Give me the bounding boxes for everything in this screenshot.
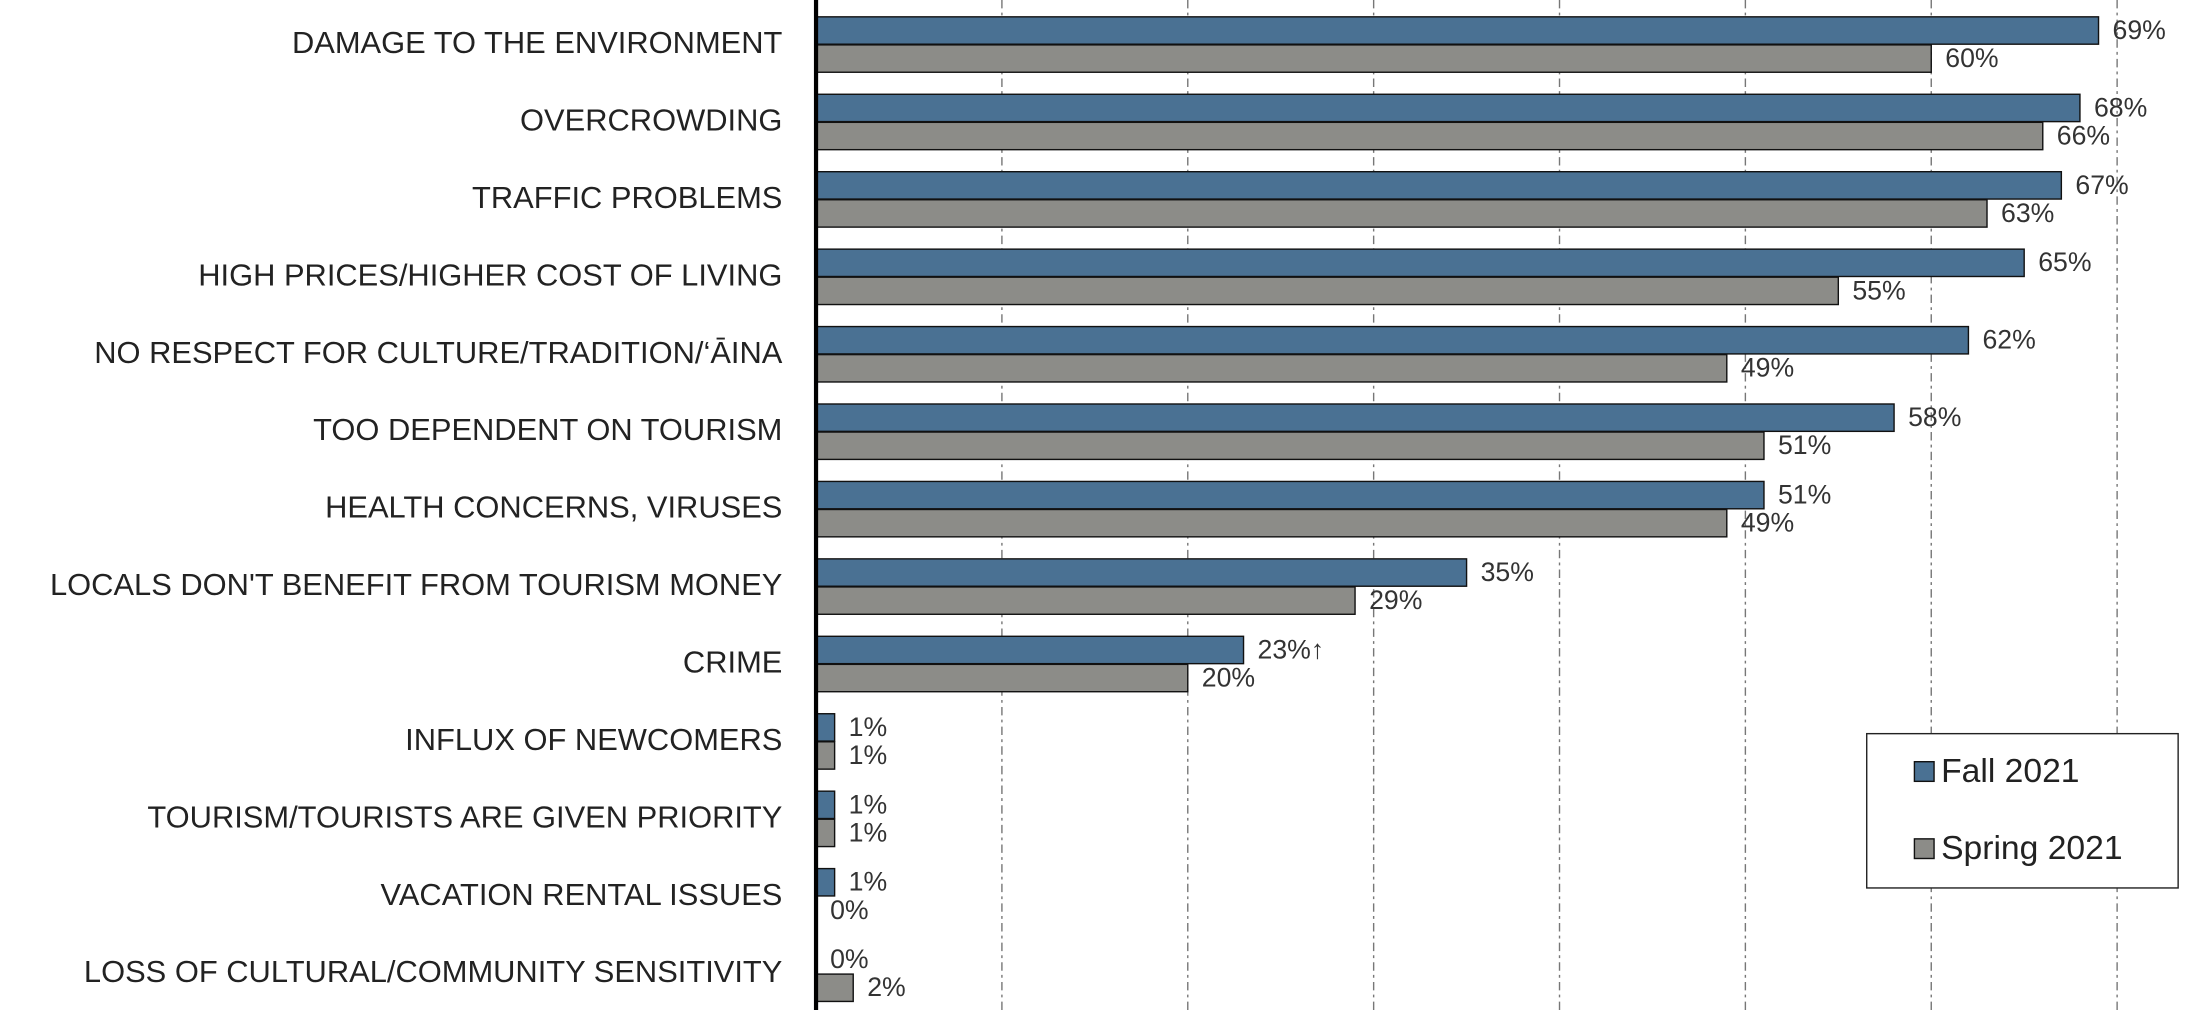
- category-label: INFLUX OF NEWCOMERS: [405, 722, 782, 757]
- data-label: 49%: [1741, 508, 1794, 538]
- bar: [815, 248, 2025, 278]
- data-label: 63%: [2001, 198, 2054, 228]
- legend-swatch: [1913, 761, 1935, 783]
- bar: [815, 121, 2044, 151]
- category-label: TOO DEPENDENT ON TOURISM: [313, 412, 782, 447]
- bar: [815, 170, 2063, 200]
- category-label: LOCALS DON'T BENEFIT FROM TOURISM MONEY: [50, 567, 782, 602]
- bar: [815, 44, 1932, 73]
- data-label: 0%: [830, 944, 869, 974]
- bar: [815, 508, 1728, 538]
- data-label: 69%: [2113, 15, 2166, 45]
- bar: [815, 16, 2100, 45]
- data-label: 65%: [2038, 247, 2091, 277]
- bar: [815, 353, 1728, 383]
- bar: [815, 276, 1840, 306]
- bar: [815, 635, 1245, 665]
- category-label: HIGH PRICES/HIGHER COST OF LIVING: [198, 257, 782, 292]
- category-label: TOURISM/TOURISTS ARE GIVEN PRIORITY: [147, 799, 782, 834]
- bar: [815, 480, 1765, 510]
- data-label: 58%: [1908, 402, 1961, 432]
- legend-swatch: [1913, 838, 1935, 860]
- data-label: 51%: [1778, 430, 1831, 460]
- data-label: 66%: [2057, 120, 2110, 150]
- category-label: DAMAGE TO THE ENVIRONMENT: [292, 25, 783, 60]
- data-label: 1%: [849, 867, 888, 897]
- data-label: 62%: [1982, 325, 2035, 355]
- data-label: 1%: [849, 817, 888, 847]
- data-label: 2%: [867, 972, 906, 1002]
- bar: [815, 431, 1765, 461]
- bar: [815, 818, 836, 848]
- legend-label: Fall 2021: [1941, 753, 2079, 790]
- bar: [815, 325, 1970, 355]
- data-label: 49%: [1741, 353, 1794, 383]
- legend-label: Spring 2021: [1941, 830, 2123, 867]
- bar: [815, 741, 836, 770]
- category-label: OVERCROWDING: [520, 102, 782, 137]
- legend-box: [1866, 732, 2179, 889]
- data-label: 20%: [1202, 662, 1255, 692]
- bar: [815, 199, 1988, 228]
- category-label: CRIME: [683, 645, 782, 680]
- data-label: 1%: [849, 789, 888, 819]
- category-label: VACATION RENTAL ISSUES: [381, 877, 783, 912]
- data-label: 68%: [2094, 92, 2147, 122]
- data-label: 1%: [849, 712, 888, 742]
- category-label: NO RESPECT FOR CULTURE/TRADITION/‘ĀINA: [94, 335, 783, 370]
- bar: [815, 403, 1895, 433]
- category-label: TRAFFIC PROBLEMS: [472, 180, 782, 215]
- data-label: 35%: [1481, 557, 1534, 587]
- bar: [815, 790, 836, 820]
- data-label: 23%↑: [1258, 634, 1325, 664]
- bar: [815, 558, 1468, 587]
- bar: [815, 713, 836, 742]
- category-label: HEALTH CONCERNS, VIRUSES: [325, 490, 782, 525]
- bar: [815, 973, 854, 1003]
- data-label: 67%: [2075, 170, 2128, 200]
- data-label: 60%: [1945, 43, 1998, 73]
- data-label: 29%: [1369, 585, 1422, 615]
- bar: [815, 663, 1189, 693]
- bar: [815, 867, 836, 897]
- data-label: 51%: [1778, 480, 1831, 510]
- data-label: 55%: [1852, 275, 1905, 305]
- category-label: LOSS OF CULTURAL/COMMUNITY SENSITIVITY: [84, 954, 782, 989]
- data-label: 0%: [830, 895, 869, 925]
- bar: [815, 93, 2081, 123]
- bar: [815, 586, 1356, 615]
- data-label: 1%: [849, 740, 888, 770]
